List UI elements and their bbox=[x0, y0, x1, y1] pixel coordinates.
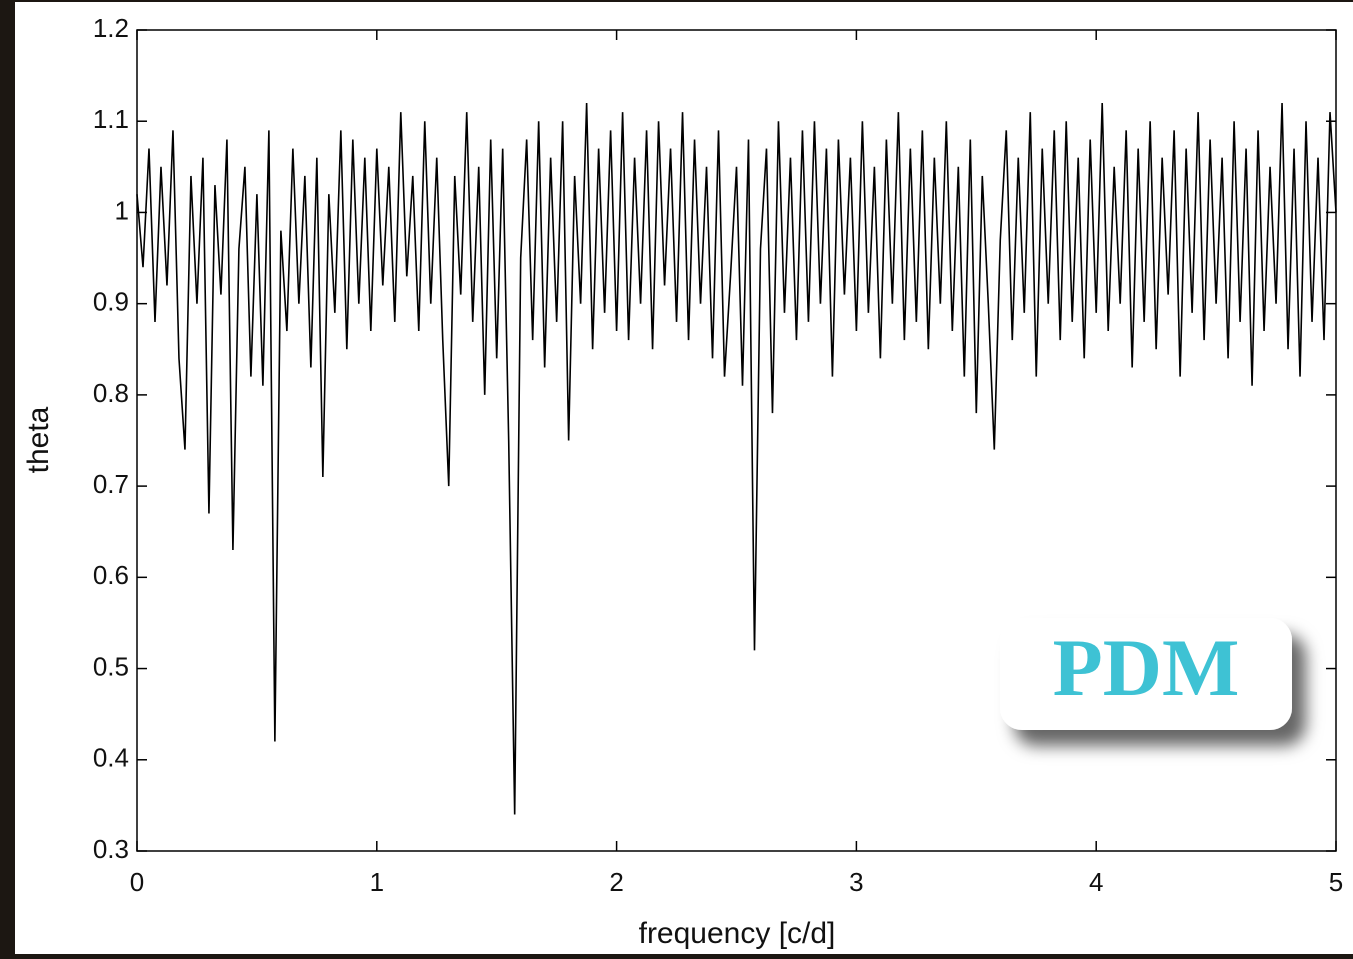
plot-frame bbox=[136, 29, 1337, 852]
y-tick-label: 0.4 bbox=[93, 743, 129, 773]
y-tick-label: 0.9 bbox=[93, 287, 129, 317]
y-tick-label: 0.7 bbox=[93, 469, 129, 499]
annotation-box bbox=[1000, 618, 1292, 730]
y-tick-label: 1.2 bbox=[93, 13, 129, 43]
annotation: PDM bbox=[1053, 622, 1240, 713]
x-tick-label: 0 bbox=[130, 867, 144, 897]
data-line bbox=[136, 102, 1337, 815]
y-tick-label: 1 bbox=[115, 195, 129, 225]
x-axis-label: frequency [c/d] bbox=[639, 917, 836, 950]
y-tick-label: 0.5 bbox=[93, 651, 129, 681]
x-tick-label: 1 bbox=[370, 867, 384, 897]
y-axis-label: theta bbox=[22, 406, 55, 473]
y-tick-label: 0.8 bbox=[93, 378, 129, 408]
x-tick-label: 5 bbox=[1329, 867, 1343, 897]
x-tick-label: 3 bbox=[849, 867, 863, 897]
y-tick-label: 1.1 bbox=[93, 104, 129, 134]
x-tick-label: 4 bbox=[1089, 867, 1103, 897]
y-tick-label: 0.6 bbox=[93, 560, 129, 590]
y-tick-label: 0.3 bbox=[93, 834, 129, 864]
x-tick-label: 2 bbox=[609, 867, 623, 897]
